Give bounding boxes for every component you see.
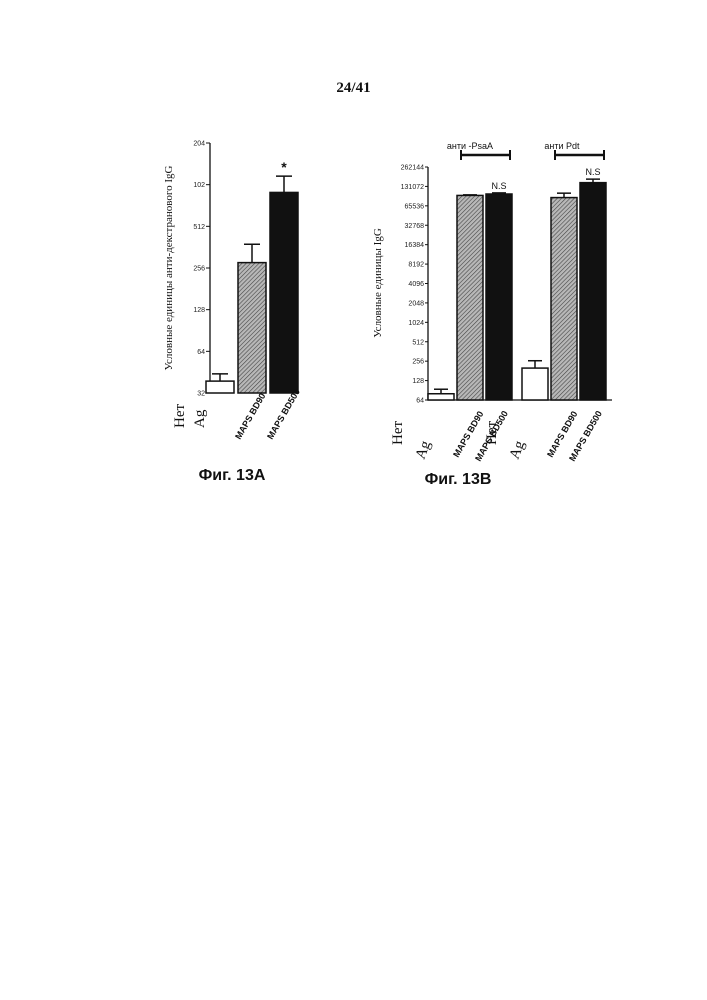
y-tick-label: 1024 [408,320,424,327]
significance-label: N.S [585,167,600,177]
significance-label: N.S [491,181,506,191]
group-label: анти Pdt [544,141,580,151]
y-tick-label: 65536 [405,203,425,210]
group-label: анти -PsaA [447,141,493,151]
figure-caption: Фиг. 13B [425,471,492,488]
y-axis-label: Условные единицы IgG [372,228,384,338]
y-tick-label: 256 [412,359,424,366]
y-tick-label: 2048 [408,300,424,307]
y-tick-label: 262144 [401,165,424,172]
bar [551,198,577,400]
y-tick-label: 64 [416,398,424,405]
category-label: Ag [507,438,528,461]
bar [486,194,512,400]
y-tick-label: 131072 [401,184,424,191]
y-tick-label: 512 [412,339,424,346]
category-label: Нет [390,421,406,445]
bar [580,183,606,400]
y-tick-label: 8192 [408,262,424,269]
bar [428,394,454,400]
y-tick-label: 32768 [405,223,425,230]
y-tick-label: 4096 [408,281,424,288]
bar [457,195,483,400]
category-label: Ag [413,438,434,461]
category-label: Нет [484,421,500,445]
bar [522,368,548,400]
y-tick-label: 128 [412,378,424,385]
y-tick-label: 16384 [405,242,425,249]
